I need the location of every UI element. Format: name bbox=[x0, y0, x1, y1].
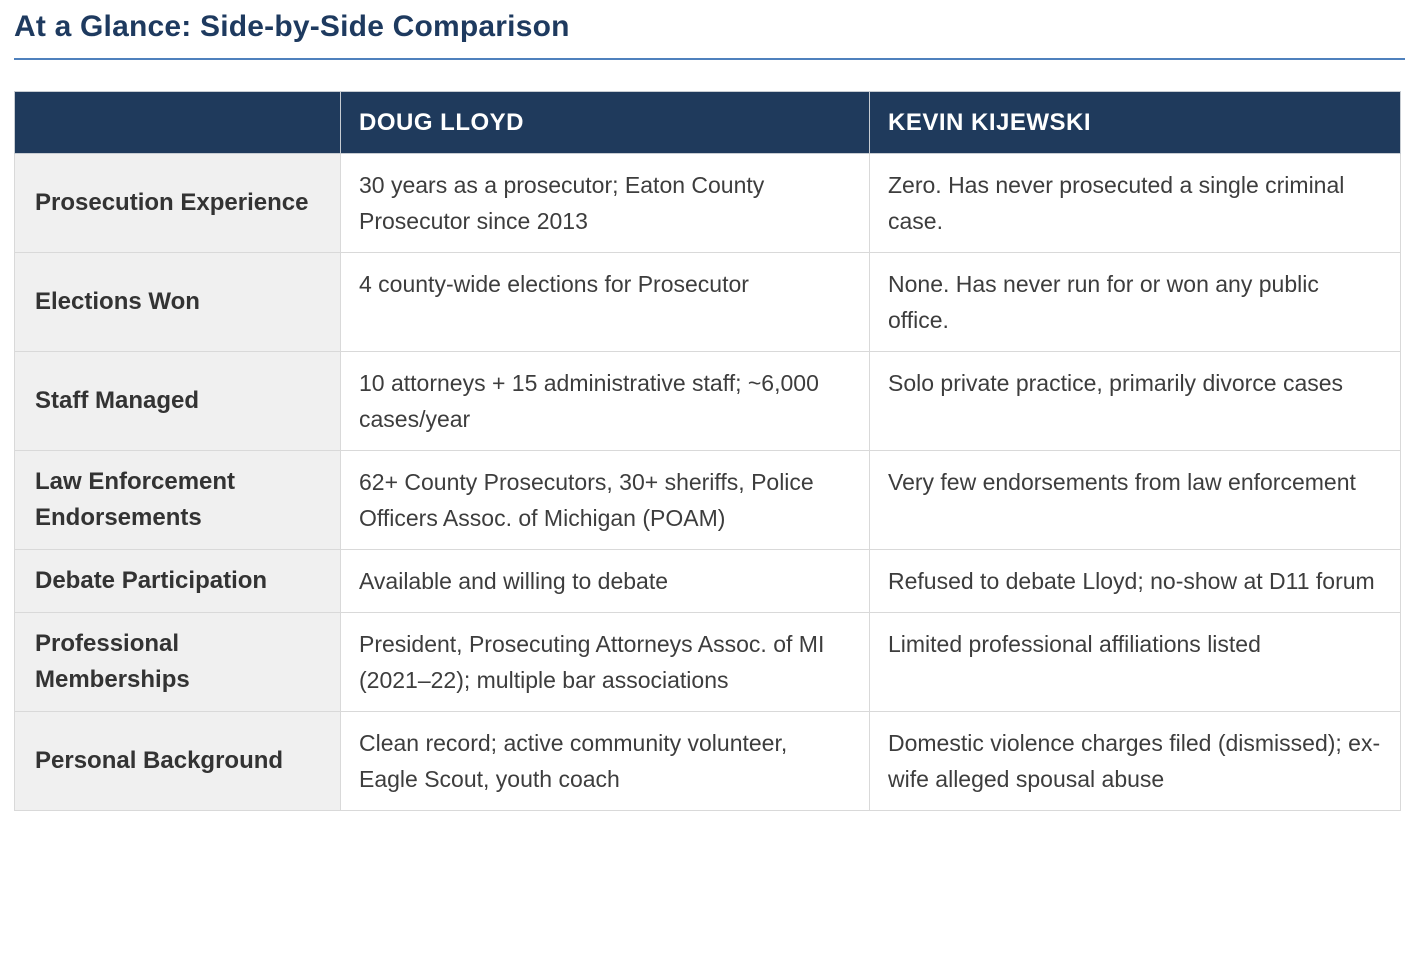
comparison-table-head: DOUG LLOYD KEVIN KIJEWSKI bbox=[14, 90, 1401, 154]
table-row: Prosecution Experience 30 years as a pro… bbox=[14, 152, 1401, 253]
table-row: Professional Memberships President, Pros… bbox=[14, 611, 1401, 712]
table-header-doug-lloyd: DOUG LLOYD bbox=[340, 90, 870, 154]
table-row: Personal Background Clean record; active… bbox=[14, 710, 1401, 811]
lloyd-cell: Available and willing to debate bbox=[340, 548, 870, 613]
kijewski-cell: Limited professional affiliations listed bbox=[869, 611, 1401, 712]
lloyd-cell: 62+ County Prosecutors, 30+ sheriffs, Po… bbox=[340, 449, 870, 550]
table-header-kevin-kijewski: KEVIN KIJEWSKI bbox=[869, 90, 1401, 154]
lloyd-cell: Clean record; active community volunteer… bbox=[340, 710, 870, 811]
row-label: Law Enforcement Endorsements bbox=[14, 449, 341, 550]
table-row: Elections Won 4 county-wide elections fo… bbox=[14, 251, 1401, 352]
kijewski-cell: Solo private practice, primarily divorce… bbox=[869, 350, 1401, 451]
kijewski-cell: Refused to debate Lloyd; no-show at D11 … bbox=[869, 548, 1401, 613]
table-row: Staff Managed 10 attorneys + 15 administ… bbox=[14, 350, 1401, 451]
lloyd-cell: President, Prosecuting Attorneys Assoc. … bbox=[340, 611, 870, 712]
kijewski-cell: None. Has never run for or won any publi… bbox=[869, 251, 1401, 352]
row-label: Professional Memberships bbox=[14, 611, 341, 712]
lloyd-cell: 4 county-wide elections for Prosecutor bbox=[340, 251, 870, 352]
table-header-empty bbox=[14, 90, 341, 154]
kijewski-cell: Domestic violence charges filed (dismiss… bbox=[869, 710, 1401, 811]
comparison-table: DOUG LLOYD KEVIN KIJEWSKI Prosecution Ex… bbox=[14, 90, 1401, 811]
title-divider bbox=[14, 57, 1405, 60]
table-row: Law Enforcement Endorsements 62+ County … bbox=[14, 449, 1401, 550]
lloyd-cell: 10 attorneys + 15 administrative staff; … bbox=[340, 350, 870, 451]
lloyd-cell: 30 years as a prosecutor; Eaton County P… bbox=[340, 152, 870, 253]
row-label: Staff Managed bbox=[14, 350, 341, 451]
header-row: DOUG LLOYD KEVIN KIJEWSKI bbox=[14, 90, 1401, 154]
row-label: Elections Won bbox=[14, 251, 341, 352]
table-row: Debate Participation Available and willi… bbox=[14, 548, 1401, 613]
row-label: Prosecution Experience bbox=[14, 152, 341, 253]
page-title: At a Glance: Side-by-Side Comparison bbox=[14, 10, 570, 43]
row-label: Debate Participation bbox=[14, 548, 341, 613]
comparison-table-body: Prosecution Experience 30 years as a pro… bbox=[14, 152, 1401, 811]
kijewski-cell: Very few endorsements from law enforceme… bbox=[869, 449, 1401, 550]
kijewski-cell: Zero. Has never prosecuted a single crim… bbox=[869, 152, 1401, 253]
row-label: Personal Background bbox=[14, 710, 341, 811]
